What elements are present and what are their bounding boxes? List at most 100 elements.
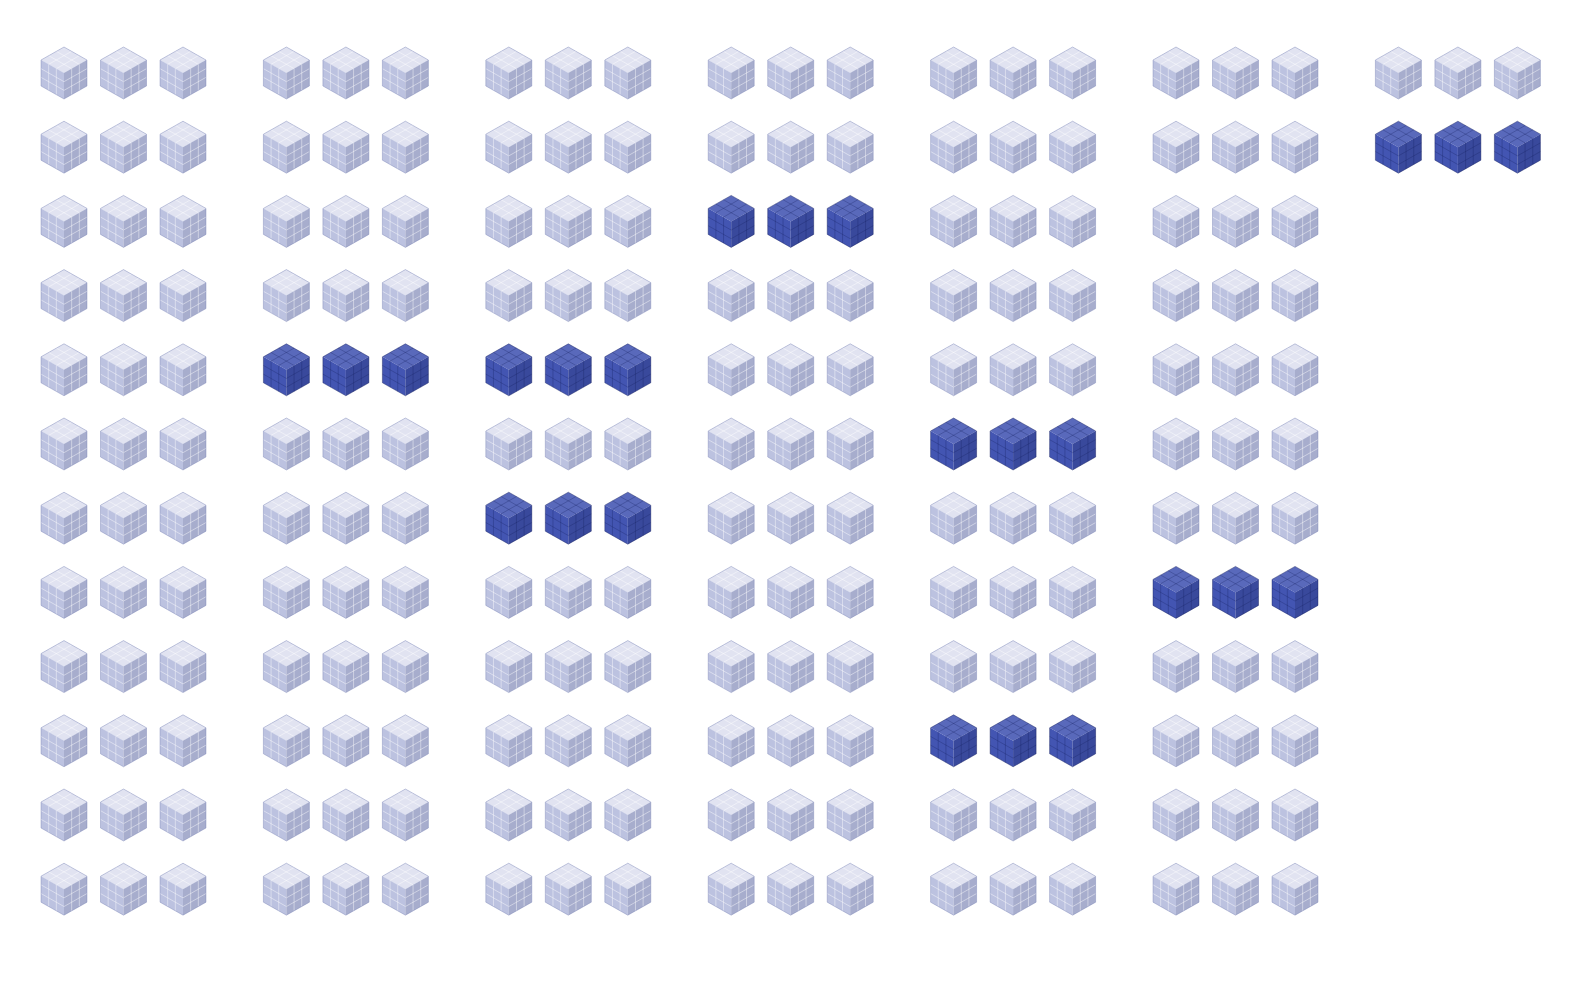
cube [160,121,206,173]
cube-face [286,728,309,767]
cube-grid [612,64,613,90]
cube-grid [420,435,421,461]
cube-grid [79,64,80,90]
cube-face [568,357,591,396]
cube-grid [420,881,421,907]
cube-outline [41,715,87,767]
cube-face [160,357,183,396]
cube-shade [568,728,591,767]
cube [486,715,532,767]
cube-grid [635,143,636,169]
cube-shade [286,208,309,247]
cube-grid [413,885,414,911]
cube-grid [278,69,279,95]
cube-grid [493,287,494,313]
cube-face [323,654,346,693]
cube-grid [612,139,613,165]
cube-grid [516,588,517,614]
cube-grid [294,69,295,95]
cube [41,418,87,470]
cube-shade [405,802,428,841]
cube-grid [330,435,331,461]
cube [323,47,369,99]
cube [160,195,206,247]
cube-grid [131,662,132,688]
cube [486,863,532,915]
cube-shade [183,357,206,396]
cube-grid [560,662,561,688]
cube-outline [263,121,309,173]
cube-outline [41,566,87,618]
cube-face [405,357,428,396]
cube-face [382,505,405,544]
cube-grid [56,588,57,614]
cube-outline [545,418,591,470]
cube-face [41,579,64,618]
cube-outline [160,121,206,173]
cube-grid [635,736,636,762]
cube-grid [330,213,331,239]
cube-grid [56,736,57,762]
cube [382,863,428,915]
cube-grid [190,736,191,762]
cube-shade [124,654,147,693]
cube-outline [605,789,651,841]
cube-grid [138,139,139,165]
cube-grid [175,440,176,466]
cube-grid [552,139,553,165]
cube-grid [56,885,57,911]
cube-grid [338,885,339,911]
cube-grid [190,217,191,243]
cube-shade [124,431,147,470]
cube-grid [560,291,561,317]
cube-grid [413,736,414,762]
cube-face [545,283,568,322]
cube [41,121,87,173]
cube-outline [41,789,87,841]
cube-grid [397,662,398,688]
cube-face [405,876,428,915]
cube-grid [612,287,613,313]
cube-grid [560,514,561,540]
cube-face [124,728,147,767]
cube-grid [516,811,517,837]
cube-face [545,728,568,767]
cube-grid [575,291,576,317]
cube-grid [71,365,72,391]
cube-grid [420,139,421,165]
cube-grid [190,885,191,911]
cube-grid [167,213,168,239]
cube-grid [115,69,116,95]
cube-grid [353,811,354,837]
cube-face [605,728,628,767]
cube [545,641,591,693]
cube-grid [575,736,576,762]
cube-grid [413,143,414,169]
cube-shade [124,134,147,173]
cube-shade [405,505,428,544]
cube-shade [346,60,369,99]
cube-face [486,357,509,396]
cube-grid [524,510,525,536]
cube-grid [635,69,636,95]
cube-grid [115,217,116,243]
cube-grid [138,213,139,239]
cube-grid [190,143,191,169]
cube-face [263,60,286,99]
cube-outline [263,270,309,322]
cube-shade [286,431,309,470]
cube [160,492,206,544]
cube-face [101,431,124,470]
cube [323,641,369,693]
cube-grid [278,291,279,317]
cube [486,566,532,618]
cube-shade [405,579,428,618]
cube-face [124,876,147,915]
cube-outline [605,344,651,396]
cube-face [509,431,532,470]
cube-grid [560,217,561,243]
cube-face [101,728,124,767]
cube-grid [552,435,553,461]
cube-grid [501,365,502,391]
cube-face [64,505,87,544]
